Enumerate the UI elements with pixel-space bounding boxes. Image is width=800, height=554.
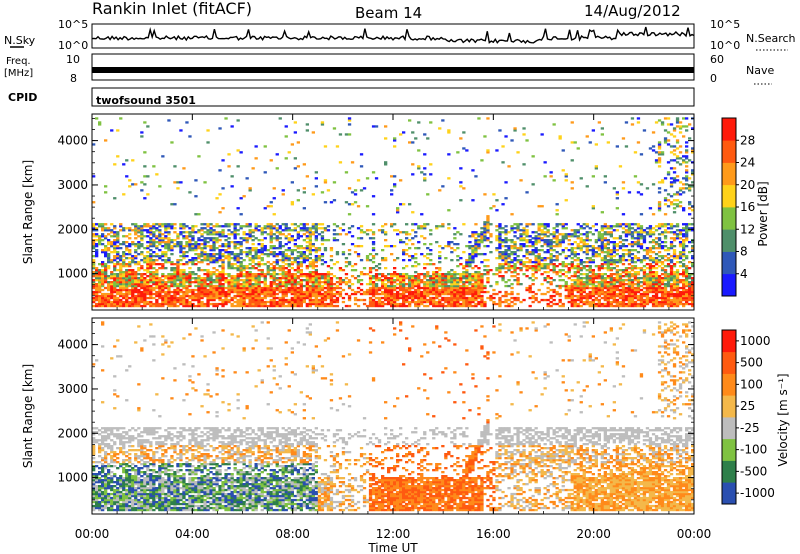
colorbar-segment (722, 395, 736, 418)
beam-label: Beam 14 (355, 4, 422, 22)
colorbar-tick-label: 4 (740, 267, 748, 281)
station-title: Rankin Inlet (fitACF) (92, 0, 252, 18)
time-tick-label: 16:00 (476, 527, 511, 541)
range-tick-label: 4000 (57, 338, 88, 352)
velocity-panel: 1000 2000 3000 4000 Slant Range [km] (21, 317, 695, 515)
range-tick-label: 4000 (57, 134, 88, 148)
cpid-panel (91, 87, 695, 107)
colorbar-segment (722, 273, 736, 297)
velocity-colorbar-label: Velocity [m s⁻¹] (776, 373, 790, 466)
time-tick-label: 00:00 (75, 527, 110, 541)
range-tick-label: 2000 (57, 222, 88, 236)
freq-tick-top: 10 (66, 53, 80, 66)
time-tick-label: 00:00 (677, 527, 712, 541)
velocity-ylabel: Slant Range [km] (21, 364, 35, 468)
power-colorbar: 4 8 12 16 20 24 28 (721, 117, 755, 297)
power-ylabel: Slant Range [km] (21, 160, 35, 264)
range-tick-label: 3000 (57, 382, 88, 396)
nsearch-label: N.Search (746, 32, 796, 45)
power-panel: 1000 2000 3000 4000 Slant Range [km] (21, 113, 695, 311)
velocity-colorbar: 1000 500 100 25 -25 -100 -500 -1000 (721, 329, 775, 505)
colorbar-tick-label: -100 (740, 443, 767, 457)
time-axis-label: Time UT (367, 541, 418, 554)
colorbar-segment (722, 460, 736, 483)
colorbar-tick-label: 12 (740, 222, 755, 236)
colorbar-tick-label: 500 (740, 356, 763, 370)
range-tick-label: 2000 (57, 426, 88, 440)
time-tick-label: 20:00 (576, 527, 611, 541)
range-tick-label: 1000 (57, 471, 88, 485)
time-tick-label: 12:00 (376, 527, 411, 541)
colorbar-tick-label: 24 (740, 156, 755, 170)
freq-unit-label: [MHz] (4, 68, 33, 79)
frequency-panel: Freq. [MHz] 10 8 60 0 Nave (4, 53, 774, 85)
colorbar-tick-label: 100 (740, 377, 763, 391)
freq-label: Freq. (6, 56, 31, 67)
nsky-label: N.Sky (4, 34, 36, 47)
noise-trace (91, 26, 695, 44)
colorbar-tick-label: -500 (740, 464, 767, 478)
colorbar-tick-label: -1000 (740, 486, 775, 500)
time-axis: 00:00 04:00 08:00 12:00 16:00 20:00 00:00 (75, 114, 712, 541)
nave-label: Nave (746, 64, 774, 77)
colorbar-segment (722, 118, 736, 141)
colorbar-segment (722, 229, 736, 252)
colorbar-segment (722, 140, 736, 163)
nsky-tick-bottom: 10^0 (58, 39, 88, 52)
noise-panel: N.Sky 10^5 10^0 10^5 10^0 N.Search (4, 18, 796, 52)
colorbar-tick-label: 20 (740, 178, 755, 192)
colorbar-segment (722, 207, 736, 230)
colorbar-tick-label: 8 (740, 245, 748, 259)
frequency-trace (92, 67, 694, 73)
colorbar-segment (722, 417, 736, 440)
time-tick-label: 08:00 (275, 527, 310, 541)
colorbar-segment (722, 438, 736, 461)
cpid-value: twofsound 3501 (96, 94, 196, 107)
colorbar-segment (722, 251, 736, 275)
nave-tick-bottom: 0 (710, 72, 717, 85)
colorbar-tick-label: 16 (740, 200, 755, 214)
colorbar-tick-label: 28 (740, 133, 755, 147)
colorbar-segment (722, 373, 736, 396)
range-tick-label: 3000 (57, 178, 88, 192)
nsearch-tick-bottom: 10^0 (710, 39, 740, 52)
colorbar-tick-label: 1000 (740, 334, 771, 348)
colorbar-tick-label: -25 (740, 421, 760, 435)
colorbar-segment (722, 351, 736, 374)
freq-tick-bottom: 8 (70, 72, 77, 85)
nave-tick-top: 60 (710, 53, 724, 66)
nsky-tick-top: 10^5 (58, 18, 88, 31)
range-tick-label: 1000 (57, 267, 88, 281)
nsearch-tick-top: 10^5 (710, 18, 740, 31)
date-label: 14/Aug/2012 (584, 2, 681, 20)
colorbar-tick-label: 25 (740, 399, 755, 413)
colorbar-segment (722, 184, 736, 208)
time-tick-label: 04:00 (175, 527, 210, 541)
colorbar-segment (722, 162, 736, 186)
power-colorbar-label: Power [dB] (756, 181, 770, 246)
cpid-label: CPID (8, 91, 37, 104)
colorbar-segment (722, 482, 736, 505)
colorbar-segment (722, 330, 736, 353)
